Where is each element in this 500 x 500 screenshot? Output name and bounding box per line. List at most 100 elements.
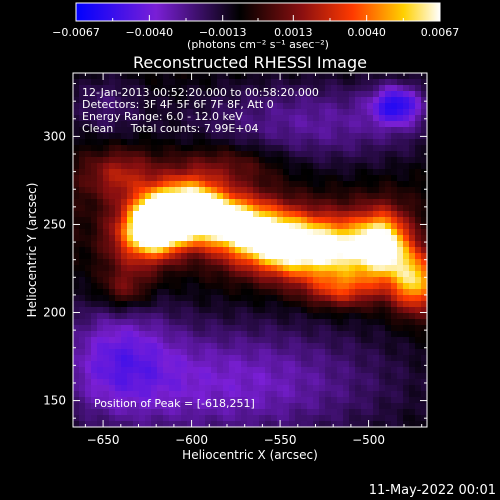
heatmap-cell [235, 223, 242, 230]
heatmap-cell [295, 223, 302, 230]
heatmap-cell [271, 97, 278, 104]
heatmap-cell [325, 325, 332, 332]
heatmap-cell [181, 337, 188, 344]
heatmap-cell [187, 181, 194, 188]
heatmap-cell [301, 235, 308, 242]
heatmap-cell [271, 415, 278, 422]
heatmap-cell [151, 397, 158, 404]
heatmap-cell [361, 277, 368, 284]
heatmap-cell [397, 301, 404, 308]
heatmap-cell [187, 73, 194, 80]
heatmap-cell [271, 421, 278, 428]
heatmap-cell [307, 205, 314, 212]
heatmap-cell [157, 223, 164, 230]
heatmap-cell [91, 283, 98, 290]
heatmap-cell [307, 379, 314, 386]
heatmap-cell [127, 199, 134, 206]
heatmap-cell [157, 355, 164, 362]
heatmap-cell [295, 295, 302, 302]
heatmap-cell [253, 403, 260, 410]
heatmap-cell [187, 91, 194, 98]
heatmap-cell [91, 331, 98, 338]
heatmap-cell [235, 265, 242, 272]
heatmap-cell [217, 193, 224, 200]
heatmap-cell [343, 217, 350, 224]
heatmap-cell [223, 421, 230, 428]
heatmap-cell [121, 385, 128, 392]
heatmap-cell [385, 313, 392, 320]
heatmap-cell [343, 73, 350, 80]
heatmap-cell [169, 223, 176, 230]
heatmap-cell [217, 355, 224, 362]
heatmap-cell [403, 133, 410, 140]
heatmap-cell [379, 97, 386, 104]
heatmap-cell [199, 373, 206, 380]
heatmap-cell [409, 295, 416, 302]
heatmap-cell [151, 127, 158, 134]
heatmap-cell [271, 403, 278, 410]
heatmap-cell [331, 157, 338, 164]
heatmap-cell [91, 127, 98, 134]
heatmap-cell [205, 73, 212, 80]
heatmap-cell [253, 265, 260, 272]
heatmap-cell [421, 199, 428, 206]
heatmap-cell [415, 103, 422, 110]
heatmap-cell [265, 307, 272, 314]
heatmap-cell [307, 97, 314, 104]
heatmap-cell [109, 151, 116, 158]
heatmap-cell [187, 187, 194, 194]
heatmap-cell [391, 79, 398, 86]
heatmap-cell [415, 151, 422, 158]
heatmap-cell [181, 211, 188, 218]
heatmap-cell [397, 403, 404, 410]
heatmap-cell [325, 217, 332, 224]
heatmap-cell [235, 367, 242, 374]
heatmap-cell [193, 85, 200, 92]
heatmap-cell [253, 133, 260, 140]
heatmap-cell [373, 397, 380, 404]
heatmap-cell [301, 289, 308, 296]
heatmap-cell [367, 403, 374, 410]
heatmap-cell [319, 187, 326, 194]
heatmap-cell [307, 127, 314, 134]
heatmap-cell [217, 319, 224, 326]
heatmap-cell [421, 373, 428, 380]
heatmap-cell [319, 205, 326, 212]
heatmap-cell [313, 289, 320, 296]
heatmap-cell [73, 193, 80, 200]
heatmap-cell [205, 367, 212, 374]
heatmap-cell [271, 391, 278, 398]
heatmap-cell [127, 145, 134, 152]
heatmap-cell [157, 85, 164, 92]
heatmap-cell [199, 139, 206, 146]
heatmap-cell [151, 391, 158, 398]
heatmap-cell [79, 181, 86, 188]
heatmap-cell [409, 145, 416, 152]
heatmap-cell [181, 397, 188, 404]
heatmap-cell [157, 121, 164, 128]
heatmap-cell [133, 121, 140, 128]
heatmap-cell [361, 151, 368, 158]
heatmap-cell [283, 271, 290, 278]
heatmap-cell [247, 151, 254, 158]
heatmap-cell [349, 259, 356, 266]
heatmap-cell [313, 349, 320, 356]
heatmap-cell [271, 385, 278, 392]
heatmap-cell [343, 319, 350, 326]
heatmap-cell [175, 373, 182, 380]
heatmap-cell [361, 205, 368, 212]
heatmap-cell [163, 199, 170, 206]
heatmap-cell [385, 403, 392, 410]
heatmap-cell [415, 163, 422, 170]
heatmap-cell [343, 349, 350, 356]
heatmap-cell [121, 157, 128, 164]
heatmap-cell [169, 403, 176, 410]
heatmap-cell [199, 193, 206, 200]
heatmap-cell [313, 271, 320, 278]
heatmap-cell [307, 265, 314, 272]
heatmap-cell [355, 253, 362, 260]
heatmap-cell [397, 331, 404, 338]
heatmap-cell [397, 415, 404, 422]
heatmap-cell [157, 193, 164, 200]
heatmap-cell [85, 187, 92, 194]
